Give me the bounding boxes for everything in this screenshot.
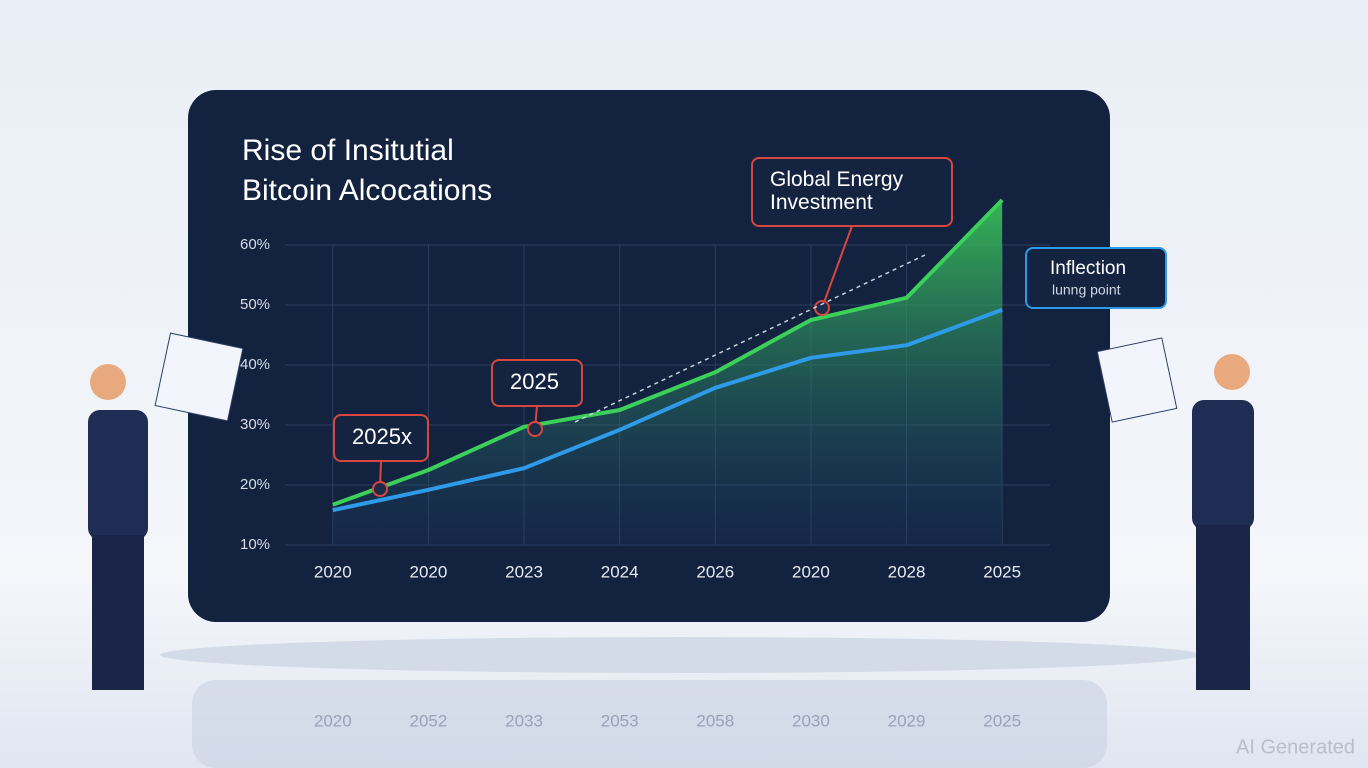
annotation-text: Inflection — [1050, 258, 1126, 279]
annotation-box — [1025, 247, 1167, 309]
reflection — [192, 680, 1107, 768]
people — [88, 332, 1254, 690]
person — [88, 410, 148, 540]
reflection-label: 2052 — [410, 711, 448, 730]
title: Bitcoin Alcocations — [242, 174, 492, 207]
x-tick-label: 2024 — [601, 562, 639, 581]
reflection-label: 2020 — [314, 711, 352, 730]
floor-shadow — [160, 637, 1200, 673]
area — [332, 200, 1003, 545]
reflection-label: 2033 — [505, 711, 543, 730]
annotation-point — [527, 421, 543, 437]
annotation-text: lunng point — [1052, 282, 1121, 298]
person — [92, 535, 144, 690]
y-tick-label: 10% — [240, 536, 270, 553]
annotation-box — [491, 359, 583, 407]
watermark: AI Generated — [1236, 736, 1355, 758]
annotation-text: Investment — [770, 191, 873, 214]
x-tick-label: 2020 — [410, 562, 448, 581]
x-tick-label: 2020 — [314, 562, 352, 581]
y-tick-label: 60% — [240, 236, 270, 253]
x-tick-label: 2020 — [792, 562, 830, 581]
x-tick-label: 2026 — [696, 562, 734, 581]
title: Rise of Insitutial — [242, 134, 454, 167]
y-tick-label: 20% — [240, 476, 270, 493]
y-tick-label: 50% — [240, 296, 270, 313]
person — [1196, 525, 1250, 690]
annotation-leader — [574, 254, 926, 423]
annotation-point — [814, 300, 830, 316]
reflection-label: 2025 — [983, 711, 1021, 730]
series-line — [332, 307, 1003, 513]
x-tick-label: 2028 — [888, 562, 926, 581]
annotation-box — [333, 414, 429, 462]
tablet — [154, 332, 244, 422]
person — [90, 364, 126, 400]
reflection-label: 2029 — [888, 711, 926, 730]
y-tick-label: 40% — [240, 356, 270, 373]
x-tick-label: 2023 — [505, 562, 543, 581]
annotation-text: 2025x — [352, 424, 412, 449]
annotation-text: Global Energy — [770, 168, 904, 191]
annotation-leader — [821, 225, 853, 309]
person — [1214, 354, 1250, 390]
x-tick-label: 2025 — [983, 562, 1021, 581]
reflection-label: 2030 — [792, 711, 830, 730]
series-line — [332, 198, 1004, 507]
tablet — [1096, 337, 1178, 423]
annotation-point — [372, 481, 388, 497]
reflection-label: 2053 — [601, 711, 639, 730]
person — [1192, 400, 1254, 530]
reflection-label: 2058 — [696, 711, 734, 730]
y-tick-label: 30% — [240, 416, 270, 433]
annotation-box — [751, 157, 953, 227]
annotation-text: 2025 — [510, 369, 559, 394]
